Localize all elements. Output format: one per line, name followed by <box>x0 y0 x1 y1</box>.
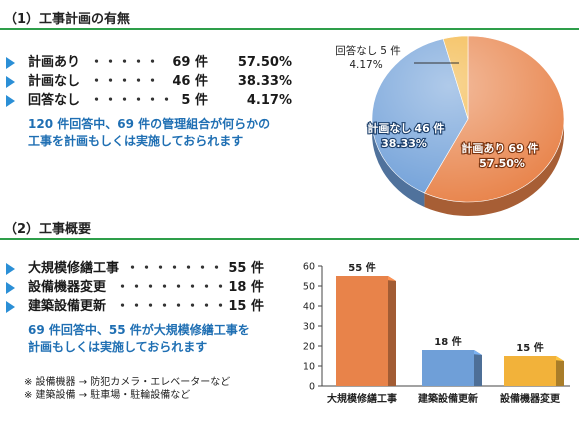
stat-count: 69 件 <box>172 55 208 70</box>
pie-label-count: 46 件 <box>414 121 444 135</box>
stat-label: 設備機器変更 <box>28 280 107 295</box>
stat-row-building-update: 建築設備更新 ・・・・・・・・ 15 件 <box>6 298 266 316</box>
section2-note: 69 件回答中、55 件が大規模修繕工事を 計画もしくは実施しておられます <box>28 322 298 356</box>
stat-label: 計画なし <box>28 74 81 89</box>
stat-row-large-repair: 大規模修繕工事 ・・・・・・・ 55 件 <box>6 260 266 278</box>
stat-count: 18 件 <box>228 280 264 295</box>
x-tick-label: 設備機器変更 <box>500 392 561 405</box>
pie-label-not-planned: 計画なし 46 件 <box>367 121 444 135</box>
stat-leader-dots: ・・・・・・・・ <box>116 299 229 314</box>
y-tick-label: 60 <box>303 262 315 273</box>
section1-title: （1）工事計画の有無 <box>4 12 131 27</box>
bar-side <box>388 276 396 386</box>
bullet-arrow-icon <box>6 282 15 294</box>
stat-count: 46 件 <box>172 74 208 89</box>
pie-label-count: 69 件 <box>508 141 538 155</box>
bullet-arrow-icon <box>6 301 15 313</box>
bar-value-label: 55 件 <box>348 261 375 274</box>
stat-row-planned: 計画あり ・・・・・ 69 件 57.50% <box>6 54 296 72</box>
pie-label-name: 計画なし <box>367 121 411 135</box>
bar-value-label: 15 件 <box>516 341 543 354</box>
stat-percent: 57.50% <box>237 55 292 70</box>
bar <box>336 276 388 386</box>
x-tick-label: 大規模修繕工事 <box>327 392 397 405</box>
stat-count: 55 件 <box>228 261 264 276</box>
pie-label-not-planned-percent: 38.33% <box>381 137 427 150</box>
section1-divider <box>0 28 579 30</box>
y-tick-label: 10 <box>303 362 315 373</box>
stat-leader-dots: ・・・・・ <box>90 74 161 89</box>
stat-row-equipment-change: 設備機器変更 ・・・・・・・・ 18 件 <box>6 279 266 297</box>
footnote-line: ※ 設備機器 → 防犯カメラ・エレベーターなど <box>24 377 231 388</box>
section2-divider <box>0 238 579 240</box>
stat-label: 大規模修繕工事 <box>28 261 120 276</box>
bar <box>504 356 556 386</box>
bullet-arrow-icon <box>6 57 15 69</box>
pie-chart: 回答なし 5 件 4.17% 計画なし 46 件 38.33% 計画あり 69 件 5… <box>335 35 565 216</box>
stat-row-no-answer: 回答なし ・・・・・・ 5 件 4.17% <box>6 92 296 110</box>
stat-row-not-planned: 計画なし ・・・・・ 46 件 38.33% <box>6 73 296 91</box>
y-tick-label: 30 <box>303 322 315 333</box>
stat-label: 建築設備更新 <box>28 299 107 314</box>
pie-label-no-answer: 回答なし 5 件 <box>335 44 401 57</box>
stat-label: 計画あり <box>28 55 81 70</box>
stat-leader-dots: ・・・・・・・・ <box>116 280 229 295</box>
section1-note: 120 件回答中、69 件の管理組合が何らかの 工事を計画もしくは実施しておられ… <box>28 116 318 150</box>
stat-count: 15 件 <box>228 299 264 314</box>
section2-title: （2）工事概要 <box>4 222 92 237</box>
bar-side <box>474 350 482 386</box>
bullet-arrow-icon <box>6 76 15 88</box>
footnotes: ※ 設備機器 → 防犯カメラ・エレベーターなど ※ 建築設備 → 駐車場・駐輪設… <box>24 376 230 402</box>
stat-leader-dots: ・・・・・・・ <box>126 261 225 276</box>
pie-label-name: 計画あり <box>461 141 505 155</box>
bullet-arrow-icon <box>6 263 15 275</box>
pie-label-planned: 計画あり 69 件 <box>461 141 538 155</box>
bar <box>422 350 474 386</box>
bar-side <box>556 356 564 386</box>
stat-percent: 38.33% <box>237 74 292 89</box>
bar-value-label: 18 件 <box>434 335 461 348</box>
y-tick-label: 0 <box>309 382 315 393</box>
x-tick-label: 建築設備更新 <box>417 392 478 405</box>
pie-label-no-answer-percent: 4.17% <box>349 59 382 71</box>
stat-label: 回答なし <box>28 93 81 108</box>
pie-label-planned-percent: 57.50% <box>479 157 525 170</box>
bullet-arrow-icon <box>6 95 15 107</box>
pie-label-name: 回答なし <box>335 44 377 57</box>
y-tick-label: 50 <box>303 282 315 293</box>
stat-leader-dots: ・・・・・・ <box>90 93 175 108</box>
footnote-line: ※ 建築設備 → 駐車場・駐輪設備など <box>24 390 191 401</box>
y-tick-label: 20 <box>303 342 315 353</box>
stat-count: 5 件 <box>181 93 208 108</box>
stat-leader-dots: ・・・・・ <box>90 55 161 70</box>
note-line: 計画もしくは実施しておられます <box>28 340 208 354</box>
note-line: 69 件回答中、55 件が大規模修繕工事を <box>28 323 250 337</box>
note-line: 120 件回答中、69 件の管理組合が何らかの <box>28 117 271 131</box>
note-line: 工事を計画もしくは実施しておられます <box>28 134 244 148</box>
pie-label-count: 5 件 <box>380 45 401 57</box>
stat-percent: 4.17% <box>246 93 292 108</box>
y-tick-label: 40 <box>303 302 315 313</box>
